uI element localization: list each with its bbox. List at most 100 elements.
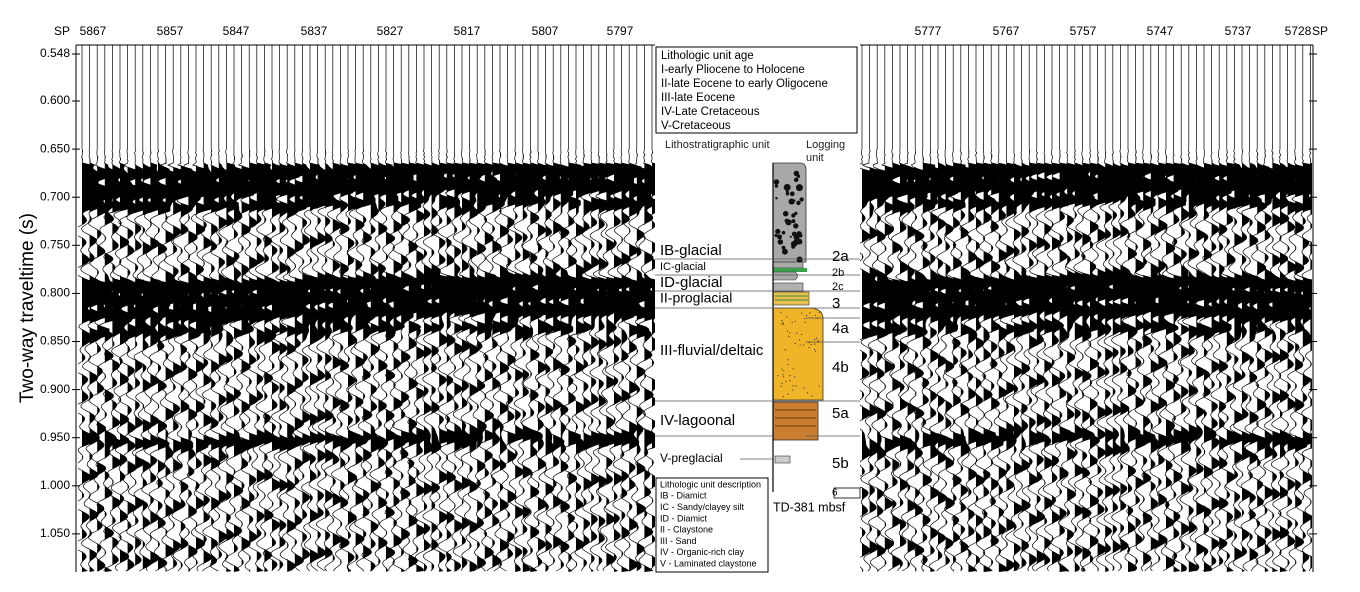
- trace-wiggle: [860, 45, 875, 572]
- sand-grain: [815, 337, 818, 339]
- litho-unit-label: II-proglacial: [660, 290, 732, 306]
- sand-grain: [798, 339, 801, 341]
- sand-grain: [810, 343, 812, 346]
- trace-fill: [945, 45, 958, 572]
- y-tick-label: 0.650: [40, 141, 70, 155]
- sand-grain: [814, 314, 816, 317]
- trace-wiggle: [78, 45, 95, 572]
- logging-unit-label: 4b: [832, 359, 849, 376]
- sand-grain: [780, 311, 782, 313]
- y-tick-label: 1.050: [40, 526, 70, 540]
- sand-grain: [804, 317, 806, 320]
- logging-unit-label: 6: [832, 488, 838, 499]
- sand-grain: [801, 312, 803, 314]
- sand-grain: [786, 316, 788, 318]
- trace-fill: [1074, 45, 1087, 572]
- shotpoint-label: SP: [54, 24, 70, 38]
- sand-grain: [811, 395, 813, 397]
- shotpoint-label: 5777: [915, 24, 942, 38]
- clast: [775, 228, 781, 235]
- sand-grain: [781, 323, 783, 325]
- sand-grain: [806, 392, 809, 394]
- clast: [781, 248, 788, 255]
- age-legend-box: [655, 46, 858, 134]
- trace-wiggle: [867, 45, 890, 572]
- clast: [775, 196, 778, 200]
- clast: [791, 240, 798, 247]
- description-legend-box: [655, 477, 769, 573]
- trace-wiggle: [906, 45, 928, 572]
- sand-grain: [791, 389, 793, 391]
- trace-fill: [492, 45, 505, 572]
- sand-grain: [792, 384, 794, 387]
- logging-unit-label: 3: [832, 295, 840, 312]
- trace-wiggle: [293, 45, 315, 572]
- unit-6-box: [833, 487, 861, 499]
- y-tick-label: 0.600: [40, 93, 70, 107]
- logging-unit-label: 2a: [832, 248, 849, 265]
- trace-fill: [1302, 45, 1312, 572]
- trace-wiggle: [1301, 45, 1312, 572]
- description-legend-item: V - Laminated claystone: [660, 558, 757, 568]
- shotpoint-label: 5747: [1147, 24, 1174, 38]
- clast: [791, 231, 797, 237]
- sand-grain: [782, 374, 784, 376]
- clast: [785, 192, 790, 196]
- shotpoint-label: 5807: [532, 24, 559, 38]
- litho-unit-label: IC-glacial: [660, 261, 706, 273]
- shotpoint-label: 5817: [454, 24, 481, 38]
- trace-fill: [515, 45, 528, 572]
- clast: [773, 179, 780, 185]
- logging-unit-label: 5b: [832, 455, 849, 472]
- trace-fill: [1014, 45, 1026, 572]
- sand-grain: [808, 347, 810, 349]
- sand-grain: [782, 322, 784, 324]
- shotpoint-label: 5847: [223, 24, 250, 38]
- sand-grain: [785, 380, 787, 383]
- sand-grain: [818, 385, 820, 387]
- sand-grain: [783, 376, 785, 378]
- age-legend-item: III-late Eocene: [661, 92, 735, 104]
- trace-wiggle: [141, 45, 163, 572]
- clast: [794, 211, 798, 216]
- trace-fill: [1211, 45, 1224, 572]
- y-tick-label: 0.850: [40, 334, 70, 348]
- trace-fill: [378, 45, 391, 572]
- trace-wiggle: [186, 45, 209, 572]
- trace-fill: [1249, 45, 1262, 572]
- description-legend-item: Lithologic unit description: [660, 479, 761, 489]
- description-legend-item: IV - Organic-rich clay: [660, 547, 745, 557]
- sand-grain: [783, 370, 785, 372]
- shotpoint-label: 5767: [993, 24, 1020, 38]
- unit-boundaries: [655, 258, 860, 460]
- trace-fill: [1090, 45, 1102, 572]
- trace-wiggle: [194, 45, 216, 572]
- clast: [796, 238, 803, 245]
- litho-unit-label: V-preglacial: [660, 451, 723, 465]
- trace-fill: [1021, 45, 1034, 572]
- clast: [789, 191, 795, 197]
- clast: [796, 256, 803, 263]
- sand-grain: [804, 321, 806, 324]
- clast: [791, 213, 796, 218]
- clast: [793, 223, 799, 229]
- trace-wiggle: [80, 45, 102, 572]
- trace-wiggle: [301, 45, 323, 572]
- trace-wiggle: [148, 45, 171, 572]
- sand-grain: [794, 320, 796, 323]
- sand-grain: [813, 348, 816, 351]
- trace-fill: [112, 45, 125, 572]
- clast: [774, 184, 779, 188]
- sand-grain: [796, 332, 798, 334]
- logging-unit-label: 2b: [832, 267, 844, 279]
- clast: [781, 230, 786, 235]
- sand-grain: [787, 359, 789, 361]
- sand-grain: [780, 385, 782, 387]
- trace-wiggle: [255, 45, 277, 572]
- clast: [791, 219, 796, 224]
- description-legend-item: II - Claystone: [660, 525, 713, 535]
- seismic-right: [860, 45, 1312, 572]
- clast: [796, 174, 801, 178]
